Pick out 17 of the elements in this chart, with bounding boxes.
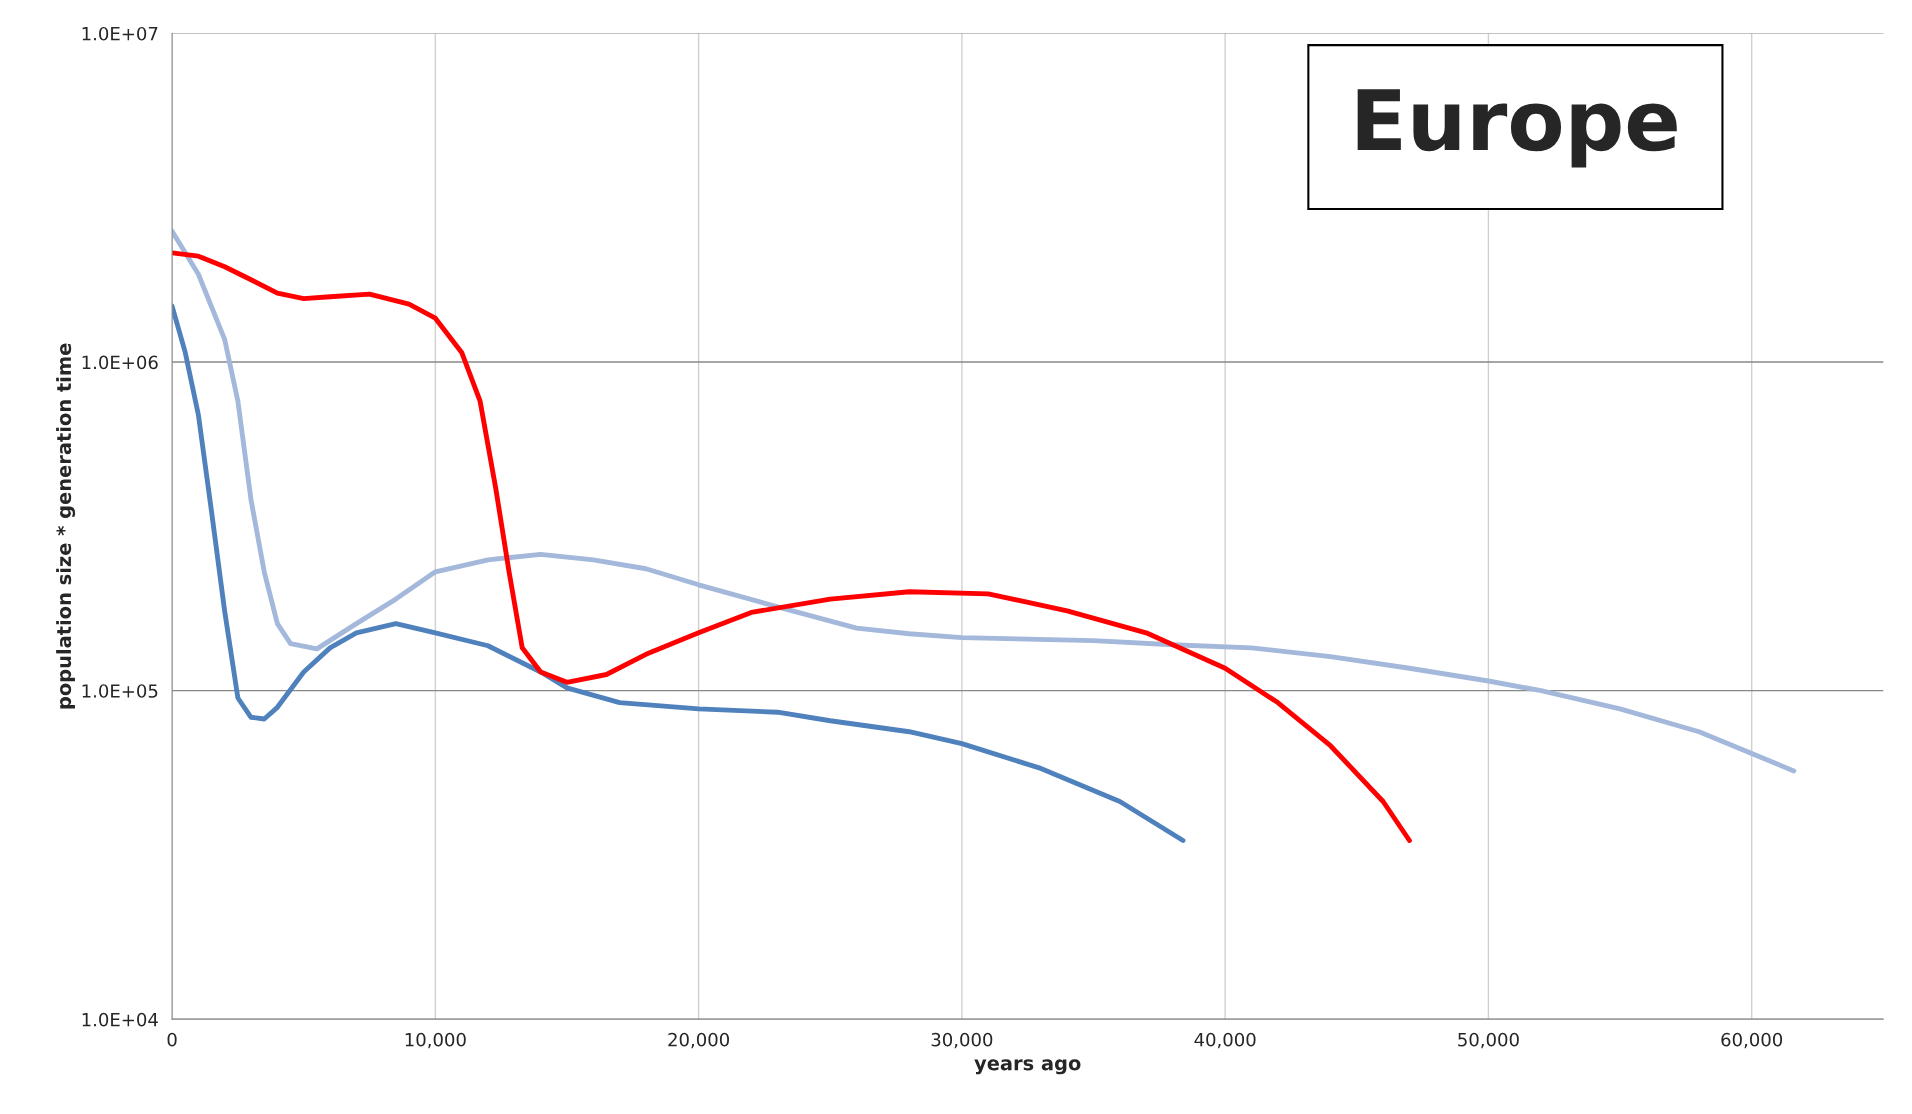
text: Europe: [1357, 89, 1677, 168]
y-tick-label: 1.0E+06: [82, 355, 158, 370]
line-series: [172, 303, 1186, 843]
x-tick-label: 10,000: [405, 1032, 466, 1049]
x-tick-label: 0: [167, 1032, 177, 1047]
y-axis-title: population size * generation time: [56, 343, 76, 709]
x-tick-label: 50,000: [1458, 1032, 1519, 1049]
y-tick-label: 1.0E+04: [82, 1012, 158, 1027]
x-tick-label: 60,000: [1721, 1032, 1783, 1049]
line-series: [172, 228, 1797, 774]
x-tick-label: 20,000: [668, 1032, 729, 1049]
x-tick-label: 30,000: [931, 1032, 993, 1049]
y-tick-label: 1.0E+07: [82, 26, 158, 41]
y-tick-label: 1.0E+05: [82, 684, 158, 698]
x-axis-title: years ago: [974, 1059, 1081, 1075]
line-series: [172, 250, 1412, 843]
x-tick-label: 40,000: [1194, 1032, 1256, 1049]
